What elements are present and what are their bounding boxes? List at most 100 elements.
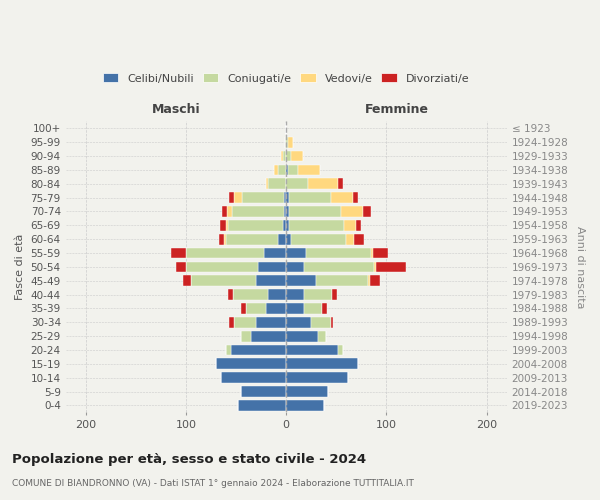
Bar: [186, 262, 258, 272]
Bar: [286, 220, 289, 230]
Bar: [224, 234, 226, 244]
Bar: [284, 192, 286, 203]
Bar: [286, 372, 349, 383]
Bar: [373, 248, 388, 258]
Bar: [289, 192, 331, 203]
Bar: [356, 220, 361, 230]
Bar: [229, 317, 234, 328]
Bar: [226, 220, 228, 230]
Text: COMUNE DI BIANDRONNO (VA) - Dati ISTAT 1° gennaio 2024 - Elaborazione TUTTITALIA: COMUNE DI BIANDRONNO (VA) - Dati ISTAT 1…: [12, 479, 414, 488]
Bar: [374, 262, 376, 272]
Bar: [286, 150, 291, 162]
Bar: [304, 303, 322, 314]
Bar: [226, 234, 278, 244]
Bar: [331, 192, 353, 203]
Bar: [281, 150, 283, 162]
Bar: [355, 234, 364, 244]
Bar: [344, 220, 356, 230]
Bar: [286, 262, 304, 272]
Text: Femmine: Femmine: [364, 103, 428, 116]
Bar: [286, 248, 306, 258]
Bar: [288, 164, 298, 175]
Y-axis label: Anni di nascita: Anni di nascita: [575, 226, 585, 308]
Bar: [266, 178, 268, 189]
Bar: [286, 289, 304, 300]
Bar: [268, 178, 286, 189]
Bar: [229, 192, 234, 203]
Bar: [216, 358, 286, 370]
Bar: [286, 344, 338, 356]
Bar: [186, 248, 264, 258]
Bar: [289, 220, 344, 230]
Bar: [219, 234, 224, 244]
Bar: [286, 206, 289, 217]
Bar: [256, 317, 286, 328]
Bar: [234, 192, 242, 203]
Bar: [291, 150, 303, 162]
Bar: [338, 178, 343, 189]
Bar: [242, 192, 284, 203]
Bar: [286, 386, 328, 397]
Bar: [353, 192, 358, 203]
Bar: [322, 303, 327, 314]
Y-axis label: Fasce di età: Fasce di età: [15, 234, 25, 300]
Bar: [258, 262, 286, 272]
Bar: [227, 206, 232, 217]
Bar: [286, 400, 324, 411]
Bar: [226, 344, 231, 356]
Bar: [278, 234, 286, 244]
Bar: [241, 303, 246, 314]
Bar: [286, 164, 288, 175]
Bar: [289, 206, 341, 217]
Bar: [331, 317, 334, 328]
Bar: [286, 234, 291, 244]
Bar: [291, 234, 346, 244]
Bar: [286, 276, 316, 286]
Bar: [341, 206, 364, 217]
Text: Maschi: Maschi: [152, 103, 200, 116]
Bar: [308, 178, 338, 189]
Bar: [370, 276, 380, 286]
Bar: [332, 289, 337, 300]
Bar: [346, 234, 355, 244]
Bar: [368, 276, 370, 286]
Bar: [241, 386, 286, 397]
Bar: [286, 192, 289, 203]
Bar: [228, 220, 283, 230]
Bar: [238, 400, 286, 411]
Bar: [283, 150, 286, 162]
Bar: [266, 303, 286, 314]
Bar: [286, 303, 304, 314]
Bar: [316, 276, 368, 286]
Bar: [286, 317, 311, 328]
Bar: [221, 372, 286, 383]
Bar: [286, 358, 358, 370]
Bar: [264, 248, 286, 258]
Bar: [285, 137, 286, 147]
Bar: [286, 178, 308, 189]
Bar: [176, 262, 186, 272]
Bar: [171, 248, 186, 258]
Bar: [274, 164, 278, 175]
Bar: [183, 276, 191, 286]
Text: Popolazione per età, sesso e stato civile - 2024: Popolazione per età, sesso e stato civil…: [12, 452, 366, 466]
Bar: [268, 289, 286, 300]
Bar: [233, 289, 268, 300]
Bar: [304, 262, 374, 272]
Bar: [222, 206, 227, 217]
Bar: [371, 248, 373, 258]
Bar: [228, 289, 233, 300]
Bar: [278, 164, 286, 175]
Bar: [298, 164, 320, 175]
Bar: [286, 331, 318, 342]
Bar: [220, 220, 226, 230]
Bar: [286, 137, 288, 147]
Legend: Celibi/Nubili, Coniugati/e, Vedovi/e, Divorziati/e: Celibi/Nubili, Coniugati/e, Vedovi/e, Di…: [98, 69, 474, 88]
Bar: [311, 317, 331, 328]
Bar: [232, 206, 284, 217]
Bar: [251, 331, 286, 342]
Bar: [241, 331, 251, 342]
Bar: [256, 276, 286, 286]
Bar: [364, 206, 371, 217]
Bar: [284, 206, 286, 217]
